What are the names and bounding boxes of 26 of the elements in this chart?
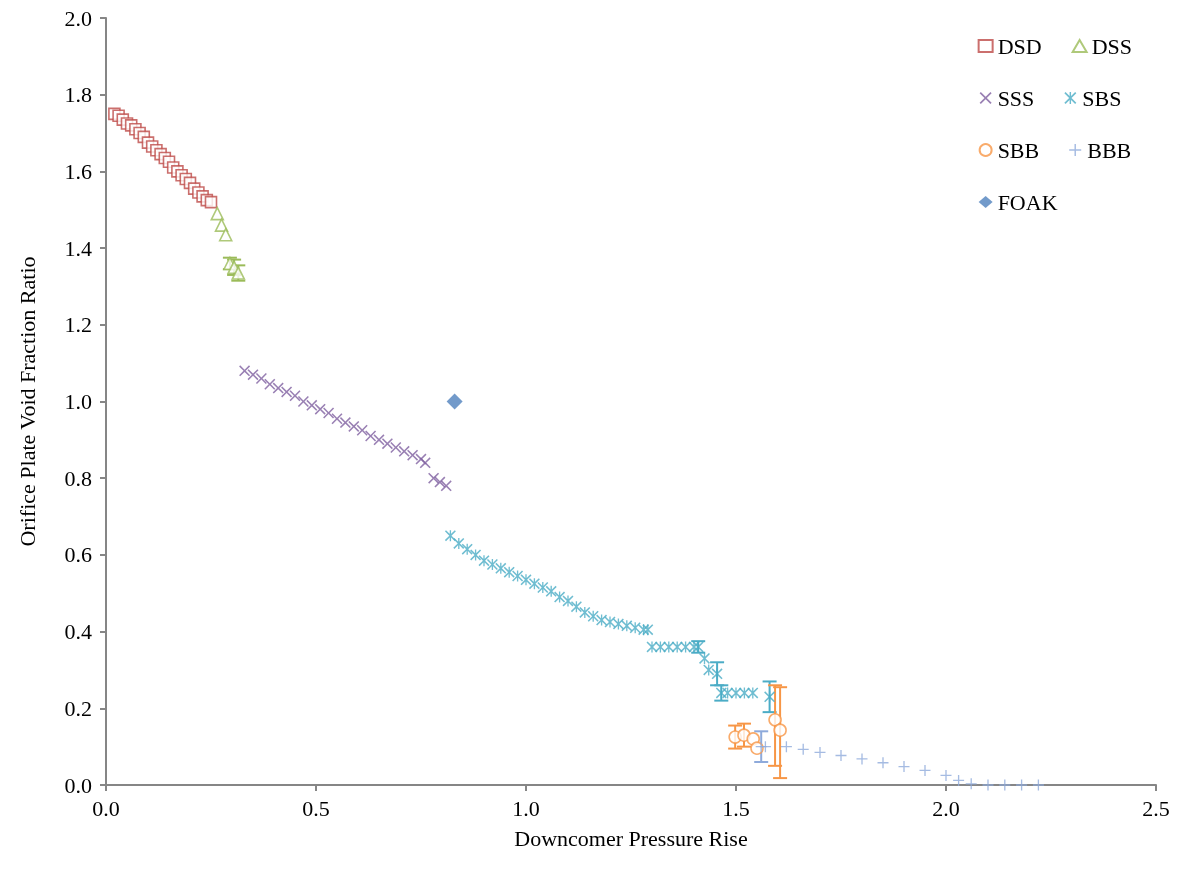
y-tick-label: 0.6 [64, 542, 92, 568]
x-tick-label: 0.0 [92, 795, 120, 821]
legend-label: DSD [997, 33, 1042, 59]
legend-label: SSS [997, 85, 1035, 111]
legend-label: DSS [1091, 33, 1132, 59]
y-tick-label: 0.4 [64, 619, 92, 645]
y-tick-label: 1.8 [64, 82, 92, 108]
y-axis-title: Orifice Plate Void Fraction Ratio [14, 256, 40, 547]
legend-label: FOAK [997, 189, 1058, 215]
y-tick-label: 2.0 [64, 5, 92, 31]
x-tick-label: 2.0 [932, 795, 960, 821]
x-tick-label: 2.5 [1142, 795, 1170, 821]
y-tick-label: 1.6 [64, 158, 92, 184]
x-tick-label: 1.0 [512, 795, 540, 821]
x-tick-label: 0.5 [302, 795, 330, 821]
legend-label: BBB [1087, 137, 1132, 163]
y-tick-label: 1.2 [64, 312, 92, 338]
legend-label: SBB [997, 137, 1040, 163]
x-tick-label: 1.5 [722, 795, 750, 821]
y-tick-label: 0.2 [64, 695, 92, 721]
x-axis-title: Downcomer Pressure Rise [514, 825, 748, 851]
y-tick-label: 0.0 [64, 772, 92, 798]
legend-label: SBS [1082, 85, 1122, 111]
y-tick-label: 1.0 [64, 389, 92, 414]
y-tick-label: 1.4 [64, 235, 92, 261]
y-tick-label: 0.8 [64, 465, 92, 491]
